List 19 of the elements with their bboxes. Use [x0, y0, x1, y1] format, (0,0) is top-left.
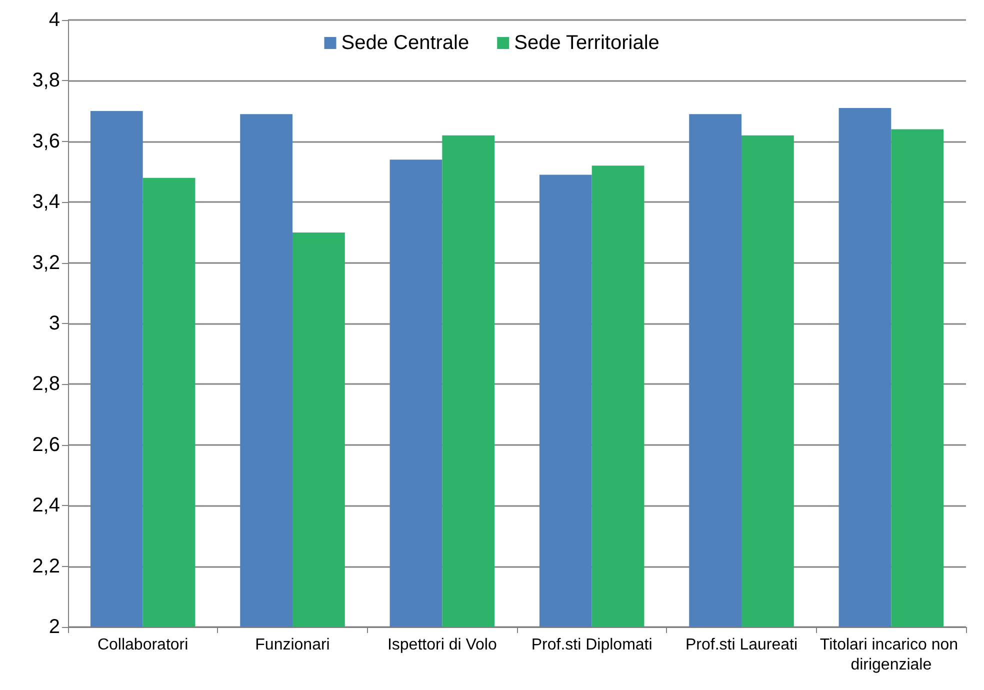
y-tick-label: 2,6	[32, 434, 60, 456]
x-tick-label: Titolari incarico non dirigenziale	[820, 636, 962, 674]
legend-label: Sede Territoriale	[514, 32, 660, 54]
x-tick-label: Ispettori di Volo	[387, 636, 497, 654]
y-tick-label: 3	[48, 312, 60, 334]
y-tick-label: 2,4	[32, 494, 60, 517]
y-tick-label: 3,6	[32, 130, 60, 152]
y-tick-label: 4	[48, 9, 60, 31]
y-tick-label: 2,2	[32, 555, 60, 578]
y-tick-label: 3,4	[32, 191, 60, 214]
y-tick-label: 3,8	[32, 70, 60, 92]
legend-label: Sede Centrale	[341, 32, 470, 54]
x-tick-label: Collaboratori	[97, 636, 188, 654]
y-tick-label: 2,8	[32, 373, 60, 396]
y-tick-label: 3,2	[32, 252, 60, 274]
y-tick-label: 2	[48, 616, 60, 638]
x-tick-label: Prof.sti Laureati	[685, 636, 798, 654]
x-tick-label: Prof.sti Diplomati	[531, 636, 652, 654]
x-tick-label: Funzionari	[255, 636, 330, 654]
